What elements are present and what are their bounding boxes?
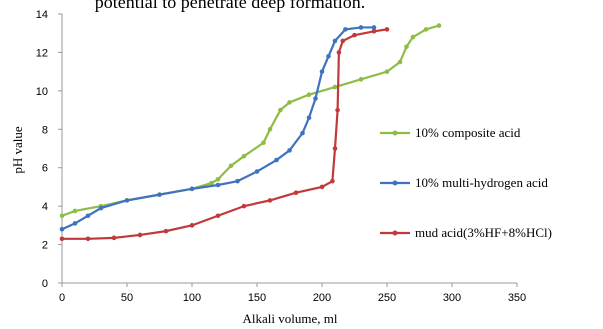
data-point <box>332 146 338 151</box>
y-tick-label: 8 <box>42 124 48 136</box>
data-point <box>293 190 299 195</box>
y-tick-label: 2 <box>42 240 48 252</box>
y-axis-label: pH value <box>10 126 25 174</box>
y-tick-label: 12 <box>36 47 48 59</box>
y-tick-label: 10 <box>36 86 48 98</box>
x-tick-label: 250 <box>378 292 396 304</box>
data-point <box>267 126 273 132</box>
y-tick-label: 14 <box>36 9 48 21</box>
data-point <box>335 107 340 113</box>
data-point <box>254 169 260 174</box>
data-point <box>332 38 338 44</box>
data-point <box>330 178 335 184</box>
data-point <box>215 182 221 188</box>
legend-marker <box>392 230 398 236</box>
legend-label: mud acid(3%HF+8%HCl) <box>415 225 552 240</box>
data-point <box>423 27 429 32</box>
data-point <box>287 100 292 105</box>
data-point <box>111 235 117 241</box>
data-point <box>319 184 325 190</box>
data-point <box>287 148 292 153</box>
data-point <box>241 203 247 209</box>
legend-marker <box>392 180 398 186</box>
data-point <box>300 130 305 136</box>
x-tick-label: 150 <box>248 292 266 304</box>
y-tick-label: 0 <box>42 278 48 290</box>
series-line <box>61 24 440 217</box>
data-point <box>352 32 357 38</box>
y-tick-label: 6 <box>42 163 48 175</box>
data-point <box>137 232 143 238</box>
data-point <box>384 27 390 32</box>
data-point <box>358 77 364 82</box>
data-point <box>267 198 273 203</box>
data-point <box>241 153 247 159</box>
data-point <box>343 27 348 32</box>
data-point <box>384 69 390 74</box>
data-point <box>313 96 318 101</box>
data-point <box>274 157 279 163</box>
data-point <box>235 178 240 184</box>
data-point <box>72 208 78 214</box>
x-tick-label: 300 <box>443 292 461 304</box>
data-point <box>98 205 104 211</box>
data-point <box>59 236 65 242</box>
data-point <box>59 213 65 219</box>
x-tick-label: 50 <box>121 292 133 304</box>
data-point <box>215 176 221 182</box>
data-point <box>410 34 416 40</box>
x-axis-label: Alkali volume, ml <box>243 311 338 326</box>
data-point <box>404 44 409 49</box>
x-tick-label: 200 <box>313 292 331 304</box>
x-tick-label: 100 <box>183 292 201 304</box>
data-point <box>85 213 91 219</box>
data-point <box>336 50 342 55</box>
data-point <box>163 228 169 234</box>
data-point <box>228 163 234 169</box>
data-point <box>319 69 325 74</box>
data-point <box>371 25 377 30</box>
x-tick-label: 0 <box>59 292 65 304</box>
data-point <box>215 213 221 219</box>
data-point <box>358 25 364 30</box>
data-point <box>397 59 403 65</box>
series-line <box>62 28 388 240</box>
legend-label: 10% composite acid <box>415 125 521 140</box>
data-point <box>371 28 377 34</box>
context-text: potential to penetrate deep formation. <box>95 0 365 12</box>
data-point <box>306 115 312 121</box>
data-point <box>189 186 195 192</box>
data-point <box>306 92 312 97</box>
data-point <box>278 107 283 113</box>
data-point <box>59 226 65 232</box>
data-point <box>340 38 346 44</box>
data-point <box>157 192 162 197</box>
data-point <box>332 84 338 90</box>
data-point <box>436 23 442 28</box>
legend-marker <box>392 130 398 136</box>
data-point <box>209 180 214 186</box>
data-point <box>124 198 130 203</box>
data-point <box>189 223 195 228</box>
legend-label: 10% multi-hydrogen acid <box>415 175 548 190</box>
data-point <box>261 140 266 146</box>
data-point <box>72 221 78 226</box>
data-point <box>326 53 331 59</box>
data-point <box>85 236 91 242</box>
x-tick-label: 350 <box>508 292 526 304</box>
y-tick-label: 4 <box>42 201 48 213</box>
